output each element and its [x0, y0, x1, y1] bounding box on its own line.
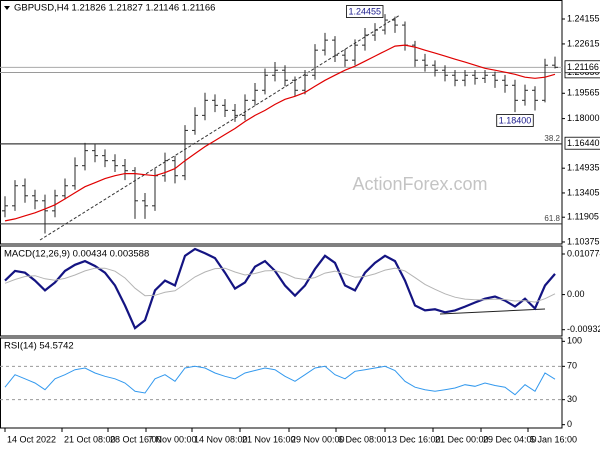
price-annotation: 1.24455 [348, 7, 381, 17]
y-tick-label: 1.19565 [567, 88, 600, 98]
panel-title: MACD(12,26,9) 0.00434 0.003588 [4, 249, 149, 260]
rsi-frame [0, 337, 563, 429]
x-tick-label: 29 Nov 00:00 [291, 434, 345, 444]
level-label: 1.16440 [567, 138, 600, 148]
y-tick-label: 1.24155 [567, 13, 600, 23]
y-tick-label: 1.11905 [567, 212, 599, 222]
x-tick-label: 28 Oct 16:00 [110, 434, 162, 444]
rsi-line [4, 365, 556, 396]
moving-average [4, 44, 556, 222]
x-tick-label: 14 Oct 2022 [7, 434, 56, 444]
menu-arrow [4, 6, 10, 10]
last-price-label: 1.21166 [567, 62, 599, 72]
y-tick-label: 1.14935 [567, 163, 600, 173]
x-tick-label: 21 Dec 00:00 [435, 434, 489, 444]
label-box [496, 114, 534, 127]
y-tick-label: 1.10375 [567, 236, 600, 246]
x-tick-label: 7 Nov 00:00 [148, 434, 197, 444]
y-tick-label: 0 [567, 419, 572, 429]
x-tick-label: 29 Dec 04:00 [483, 434, 537, 444]
y-tick-label: 0.00 [567, 289, 585, 299]
macd-frame [0, 245, 563, 337]
macd-line [4, 267, 556, 303]
price-annotation: 1.18400 [499, 116, 532, 126]
label-box [346, 5, 384, 18]
label-box [564, 60, 600, 74]
y-tick-label: 100 [567, 336, 582, 346]
macd-trendline [439, 308, 546, 315]
y-tick-label: 30 [567, 394, 577, 404]
fib-label: 38.2 [544, 134, 560, 143]
y-tick-label: 0.010774 [567, 248, 600, 258]
x-tick-label: 6 Dec 08:00 [338, 434, 387, 444]
y-tick-label: 1.18000 [567, 113, 600, 123]
watermark: ActionForex.com [352, 174, 487, 194]
x-tick-label: 14 Nov 08:00 [194, 434, 248, 444]
y-tick-label: 70 [567, 361, 577, 371]
x-tick-label: 21 Oct 08:00 [64, 434, 116, 444]
panel-title: GBPUSD,H4 1.21826 1.21827 1.21146 1.2116… [14, 3, 215, 14]
x-tick-label: 21 Nov 16:00 [242, 434, 296, 444]
panel-title: RSI(14) 54.5742 [4, 341, 74, 352]
y-tick-label: 1.22615 [567, 38, 600, 48]
fib-label: 61.8 [544, 214, 560, 223]
main-frame [0, 0, 563, 245]
x-tick-label: 13 Dec 16:00 [387, 434, 441, 444]
trendline [39, 14, 401, 241]
macd-line [4, 247, 556, 330]
label-box [564, 136, 600, 150]
y-tick-label: 1.13405 [567, 187, 600, 197]
y-tick-label: -0.009328 [567, 324, 600, 334]
x-tick-label: 5 Jan 16:00 [530, 434, 577, 444]
